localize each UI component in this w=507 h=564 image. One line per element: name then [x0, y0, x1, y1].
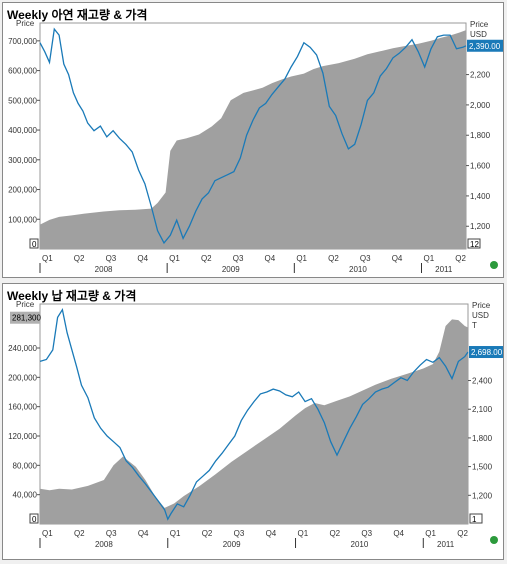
right-axis-label: Price [470, 20, 489, 29]
zinc-chart[interactable]: 100,000 200,000 300,000 400,000 500,000 600,0… [3, 3, 503, 277]
lead-chart-panel: Weekly 납 재고량 & 가격 40,000 80,000 120,000 160… [2, 283, 505, 560]
quarter-label: Q1 [296, 254, 307, 263]
quarter-label: Q4 [266, 529, 277, 538]
quarter-label: Q1 [42, 254, 53, 263]
quarter-label: Q3 [234, 529, 245, 538]
bottom-left-marker-box [29, 513, 39, 524]
bottom-left-marker-box [29, 238, 39, 249]
quarter-label: Q1 [425, 529, 436, 538]
quarter-label: Q2 [455, 254, 466, 263]
right-tick-label: 1,200 [472, 491, 493, 500]
left-tick-label: 300,000 [8, 156, 37, 165]
price-line [39, 27, 467, 245]
quarter-label: Q3 [233, 254, 244, 263]
bottom-right-marker: 12 [470, 240, 479, 249]
stock-area [40, 30, 466, 249]
quarter-label: Q3 [360, 254, 371, 263]
left-tick-label: 600,000 [8, 67, 37, 76]
quarter-label: Q2 [457, 529, 468, 538]
right-tick-label: 2,200 [470, 71, 491, 80]
year-label: 2011 [437, 540, 455, 549]
left-tick-label: 240,000 [8, 344, 37, 353]
year-label: 2010 [349, 265, 367, 274]
left-tick-label: 80,000 [13, 461, 38, 470]
quarter-label: Q2 [328, 254, 339, 263]
right-axis-label: USD [470, 30, 487, 39]
year-label: 2009 [222, 265, 240, 274]
right-axis-label: Price [472, 301, 491, 310]
zinc-chart-panel: Weekly 아연 재고량 & 가격 100,000 200,000 300,000… [2, 2, 504, 278]
year-label: 2008 [95, 540, 113, 549]
right-tick-label: 1,500 [472, 463, 493, 472]
left-tick-label: 40,000 [13, 491, 38, 500]
quarter-label: Q4 [137, 254, 148, 263]
left-tick-label: 100,000 [8, 215, 37, 224]
bottom-left-marker: 0 [32, 515, 37, 524]
left-tick-label: 200,000 [8, 186, 37, 195]
year-label: 2008 [95, 265, 113, 274]
left-axis-label: Price [16, 19, 35, 28]
right-tick-label: 1,200 [470, 222, 491, 231]
current-stock-box [10, 311, 40, 324]
quarter-label: Q4 [138, 529, 149, 538]
right-tick-label: 1,600 [470, 162, 491, 171]
quarter-label: Q2 [202, 529, 213, 538]
right-tick-label: 1,800 [472, 434, 493, 443]
left-tick-label: 120,000 [8, 432, 37, 441]
left-tick-label: 700,000 [8, 37, 37, 46]
quarter-label: Q3 [361, 529, 372, 538]
year-label: 2011 [435, 265, 453, 274]
quarter-label: Q2 [74, 254, 85, 263]
quarter-label: Q4 [392, 254, 403, 263]
quarter-label: Q1 [42, 529, 53, 538]
status-indicator [490, 261, 498, 269]
current-price-box [469, 346, 505, 359]
current-stock-label: 281,300 [12, 314, 41, 323]
right-axis-label: T [472, 321, 477, 330]
chart-title: Weekly 납 재고량 & 가격 [7, 289, 137, 303]
bottom-right-marker-box [469, 513, 483, 524]
year-label: 2010 [351, 540, 369, 549]
left-tick-label: 160,000 [8, 403, 37, 412]
current-price-label: 2,698.00 [471, 348, 503, 357]
year-label: 2009 [223, 540, 241, 549]
current-price-label: 2,390.00 [469, 42, 501, 51]
lead-chart[interactable]: 40,000 80,000 120,000 160,000 200,000 240,000… [3, 284, 505, 559]
quarter-label: Q1 [169, 254, 180, 263]
right-tick-label: 1,400 [470, 192, 491, 201]
quarter-label: Q1 [298, 529, 309, 538]
status-indicator [490, 536, 498, 544]
quarter-label: Q1 [170, 529, 181, 538]
quarter-label: Q2 [329, 529, 340, 538]
left-tick-label: 200,000 [8, 373, 37, 382]
right-tick-label: 2,000 [470, 101, 491, 110]
quarter-label: Q2 [201, 254, 212, 263]
bottom-left-marker: 0 [32, 240, 37, 249]
right-tick-label: 2,400 [472, 377, 493, 386]
bottom-right-marker-box [467, 238, 481, 249]
quarter-label: Q1 [423, 254, 434, 263]
bottom-right-marker: 1 [472, 515, 477, 524]
quarter-label: Q4 [393, 529, 404, 538]
left-tick-label: 500,000 [8, 96, 37, 105]
right-tick-label: 2,100 [472, 405, 493, 414]
quarter-label: Q3 [106, 254, 117, 263]
quarter-label: Q3 [106, 529, 117, 538]
price-line [39, 307, 469, 521]
quarter-label: Q2 [74, 529, 85, 538]
chart-title: Weekly 아연 재고량 & 가격 [7, 8, 148, 22]
right-axis-label: USD [472, 311, 489, 320]
right-tick-label: 1,800 [470, 131, 491, 140]
quarter-label: Q4 [265, 254, 276, 263]
left-axis-label: Price [16, 300, 35, 309]
stock-area [40, 319, 468, 524]
current-price-box [467, 39, 503, 52]
left-tick-label: 400,000 [8, 126, 37, 135]
